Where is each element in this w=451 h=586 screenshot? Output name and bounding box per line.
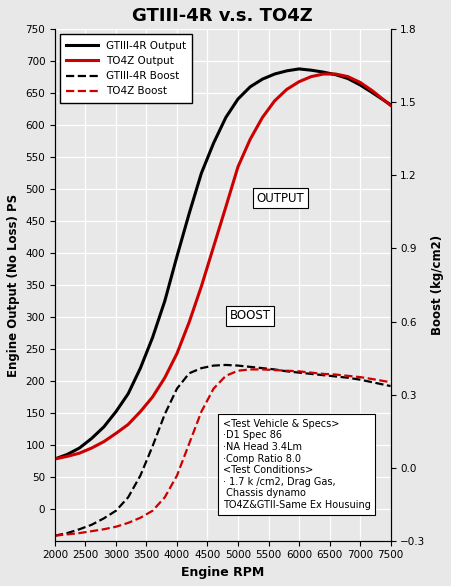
- Title: GTIII-4R v.s. TO4Z: GTIII-4R v.s. TO4Z: [133, 7, 313, 25]
- Y-axis label: Boost (kg/cm2): Boost (kg/cm2): [431, 235, 444, 335]
- Legend: GTIII-4R Output, TO4Z Output, GTIII-4R Boost, TO4Z Boost: GTIII-4R Output, TO4Z Output, GTIII-4R B…: [60, 35, 193, 103]
- Y-axis label: Engine Output (No Loss) PS: Engine Output (No Loss) PS: [7, 193, 20, 377]
- Text: OUTPUT: OUTPUT: [256, 192, 304, 205]
- Text: <Test Vehicle & Specs>
·D1 Spec 86
·NA Head 3.4Lm
·Comp Ratio 8.0
<Test Conditio: <Test Vehicle & Specs> ·D1 Spec 86 ·NA H…: [223, 419, 371, 510]
- X-axis label: Engine RPM: Engine RPM: [181, 566, 264, 579]
- Text: BOOST: BOOST: [230, 309, 271, 322]
